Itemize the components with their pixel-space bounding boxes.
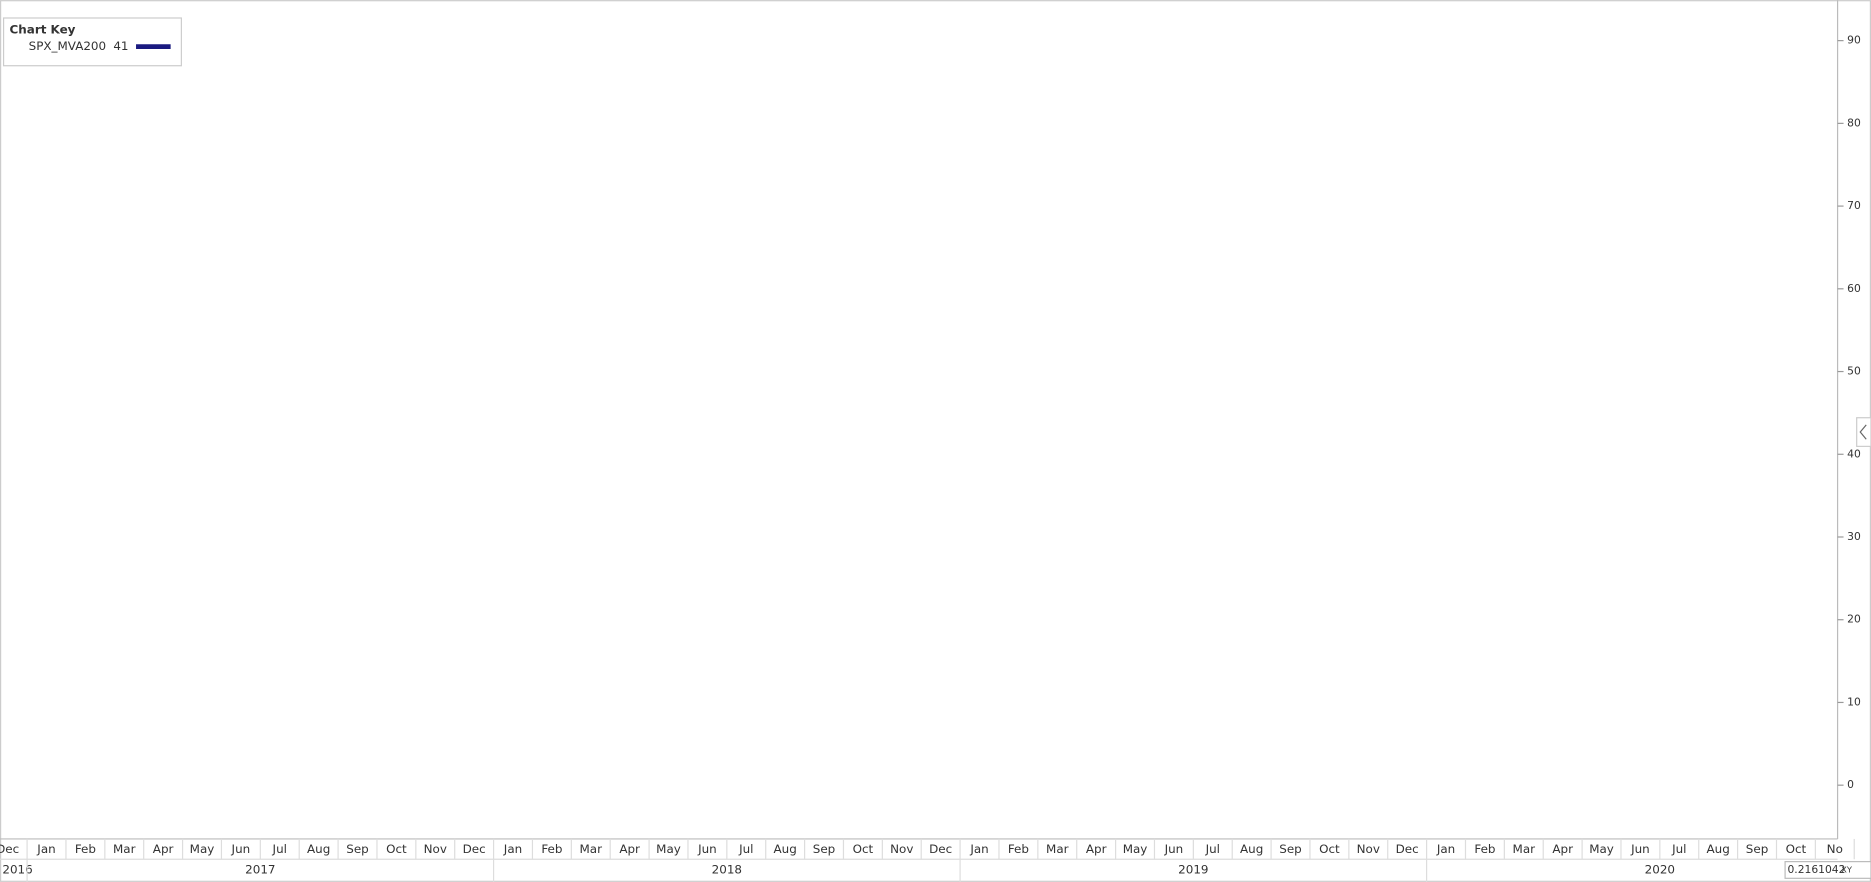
x-tick-label: Dec: [929, 842, 952, 856]
readout-box: [1784, 861, 1871, 879]
cursor-readout: 0.2161042: [1787, 863, 1845, 876]
year-label: 2019: [1178, 862, 1208, 876]
x-tick-label: Jul: [1205, 842, 1220, 856]
x-tick-label: Jul: [272, 842, 287, 856]
collapse-button[interactable]: [1856, 417, 1871, 447]
x-tick-label: Feb: [541, 842, 562, 856]
y-tick-label: 50: [1847, 365, 1861, 378]
y-tick-label: 10: [1847, 695, 1861, 708]
x-tick-label: Jan: [503, 842, 522, 856]
y-tick-label: 60: [1847, 282, 1861, 295]
legend-value: 41: [113, 39, 128, 53]
x-tick-label: Jan: [36, 842, 55, 856]
x-tick-label: Nov: [424, 842, 447, 856]
x-tick-label: Dec: [463, 842, 486, 856]
x-tick-label: Aug: [1240, 842, 1263, 856]
x-tick-label: Oct: [1786, 842, 1807, 856]
x-tick-label: Oct: [1319, 842, 1340, 856]
y-tick-label: 90: [1847, 34, 1861, 47]
y-tick-label: 80: [1847, 116, 1861, 129]
legend-title: Chart Key: [10, 22, 76, 36]
y-tick-label: 0: [1847, 778, 1854, 791]
x-tick-label: Dec: [1396, 842, 1419, 856]
x-tick-label: May: [1123, 842, 1148, 856]
x-tick-label: Sep: [346, 842, 368, 856]
x-tick-label: Sep: [813, 842, 835, 856]
x-tick-label: Jun: [697, 842, 717, 856]
x-tick-label: Feb: [1474, 842, 1495, 856]
collapse-icon: [1859, 424, 1867, 440]
y-tick-label: 40: [1847, 447, 1861, 460]
x-tick-label: Aug: [774, 842, 797, 856]
year-label: 2016: [2, 862, 32, 876]
legend: Chart Key SPX_MVA200 41: [2, 17, 182, 67]
year-label: 2018: [712, 862, 742, 876]
x-tick-label: Mar: [113, 842, 136, 856]
x-tick-label: Dec: [0, 842, 19, 856]
x-tick-label: Jan: [969, 842, 988, 856]
x-tick-label: Aug: [1707, 842, 1730, 856]
x-tick-label: Mar: [1513, 842, 1536, 856]
y-tick-label: 20: [1847, 613, 1861, 626]
x-tick-label: Jun: [231, 842, 251, 856]
x-tick-label: Oct: [386, 842, 407, 856]
x-tick-label: Aug: [307, 842, 330, 856]
x-tick-label: Jun: [1630, 842, 1650, 856]
x-tick-label: Mar: [580, 842, 603, 856]
x-tick-label: Jun: [1164, 842, 1184, 856]
x-tick-label: Nov: [1357, 842, 1380, 856]
x-tick-label: Apr: [1552, 842, 1573, 856]
x-tick-label: Mar: [1046, 842, 1069, 856]
x-tick-label: Sep: [1746, 842, 1768, 856]
x-tick-label: Apr: [619, 842, 640, 856]
x-tick-label: Sep: [1279, 842, 1301, 856]
x-tick-label: Oct: [853, 842, 874, 856]
x-tick-label: Jul: [738, 842, 753, 856]
x-tick-label: May: [1589, 842, 1614, 856]
x-tick-label: Apr: [153, 842, 174, 856]
year-label: 2017: [245, 862, 275, 876]
x-tick-label: Feb: [75, 842, 96, 856]
y-tick-label: 30: [1847, 530, 1861, 543]
mode-label[interactable]: XY: [1841, 864, 1853, 874]
y-tick-label: 70: [1847, 199, 1861, 212]
x-tick-label: May: [190, 842, 215, 856]
x-tick-label: Nov: [890, 842, 913, 856]
x-tick-label: Jan: [1436, 842, 1455, 856]
x-tick-label: May: [656, 842, 681, 856]
x-tick-label: Feb: [1008, 842, 1029, 856]
legend-box: [2, 17, 182, 67]
year-label: 2020: [1645, 862, 1675, 876]
x-tick-label: No: [1827, 842, 1843, 856]
x-tick-label: Jul: [1671, 842, 1686, 856]
legend-entry: SPX_MVA200: [29, 39, 106, 53]
x-tick-label: Apr: [1086, 842, 1107, 856]
